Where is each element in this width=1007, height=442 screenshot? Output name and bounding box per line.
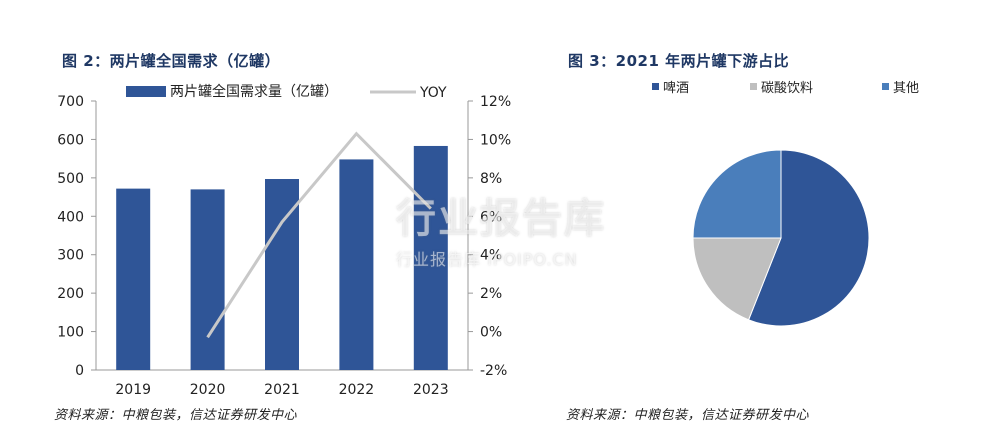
legend-swatch bbox=[750, 83, 757, 90]
pie-slice bbox=[692, 237, 782, 321]
x-axis-tick-label: 2022 bbox=[339, 382, 375, 398]
right-axis-tick-label: 6% bbox=[480, 209, 502, 225]
x-axis-tick-label: 2021 bbox=[264, 382, 300, 398]
legend-swatch bbox=[652, 83, 659, 90]
bar-chart-title: 图 2：两片罐全国需求（亿罐） bbox=[62, 52, 281, 70]
bar bbox=[116, 188, 151, 370]
bar bbox=[413, 145, 448, 370]
yoy-line bbox=[206, 131, 432, 339]
pie-chart: 啤酒 碳酸饮料 其他 bbox=[652, 81, 919, 327]
legend-label: 其他 bbox=[893, 81, 919, 96]
right-axis-tick-label: 0% bbox=[480, 325, 502, 341]
bar-chart-source: 资料来源：中粮包装，信达证券研发中心 bbox=[54, 408, 298, 423]
pie-slice bbox=[692, 149, 782, 239]
legend-label: 碳酸饮料 bbox=[761, 81, 813, 96]
legend-swatch bbox=[882, 83, 889, 90]
left-axis-tick-label: 0 bbox=[75, 363, 84, 379]
bar bbox=[190, 189, 225, 370]
right-axis-tick-label: 4% bbox=[480, 248, 502, 264]
x-axis-tick-label: 2019 bbox=[115, 382, 151, 398]
left-axis-tick-label: 600 bbox=[57, 132, 84, 148]
legend-label-yoy: YOY bbox=[419, 85, 447, 101]
right-axis-tick-label: 12% bbox=[480, 94, 511, 110]
left-axis-tick-label: 300 bbox=[57, 248, 84, 264]
pie-slice bbox=[747, 149, 870, 327]
left-axis-tick-label: 400 bbox=[57, 209, 84, 225]
pie-chart-title: 图 3：2021 年两片罐下游占比 bbox=[568, 52, 790, 70]
legend-swatch-demand bbox=[126, 86, 166, 97]
pie-chart-source: 资料来源：中粮包装，信达证券研发中心 bbox=[566, 408, 810, 423]
right-axis-tick-label: 8% bbox=[480, 171, 502, 187]
left-axis-tick-label: 500 bbox=[57, 171, 84, 187]
bar-line-chart: 0 100 200 300 400 500 600 700 -2% 0% 2% 4% 6% 8% 10% 12… bbox=[57, 83, 511, 398]
left-axis-tick-label: 700 bbox=[57, 94, 84, 110]
left-axis-tick-label: 100 bbox=[57, 325, 84, 341]
legend-label-demand: 两片罐全国需求量（亿罐） bbox=[170, 83, 338, 100]
right-axis-tick-label: 10% bbox=[480, 132, 511, 148]
bar bbox=[339, 159, 374, 370]
x-axis-tick-label: 2020 bbox=[190, 382, 226, 398]
x-axis-tick-label: 2023 bbox=[413, 382, 449, 398]
legend-label: 啤酒 bbox=[663, 81, 689, 96]
right-axis-tick-label: 2% bbox=[480, 286, 502, 302]
left-axis-tick-label: 200 bbox=[57, 286, 84, 302]
right-axis-tick-label: -2% bbox=[480, 363, 507, 379]
